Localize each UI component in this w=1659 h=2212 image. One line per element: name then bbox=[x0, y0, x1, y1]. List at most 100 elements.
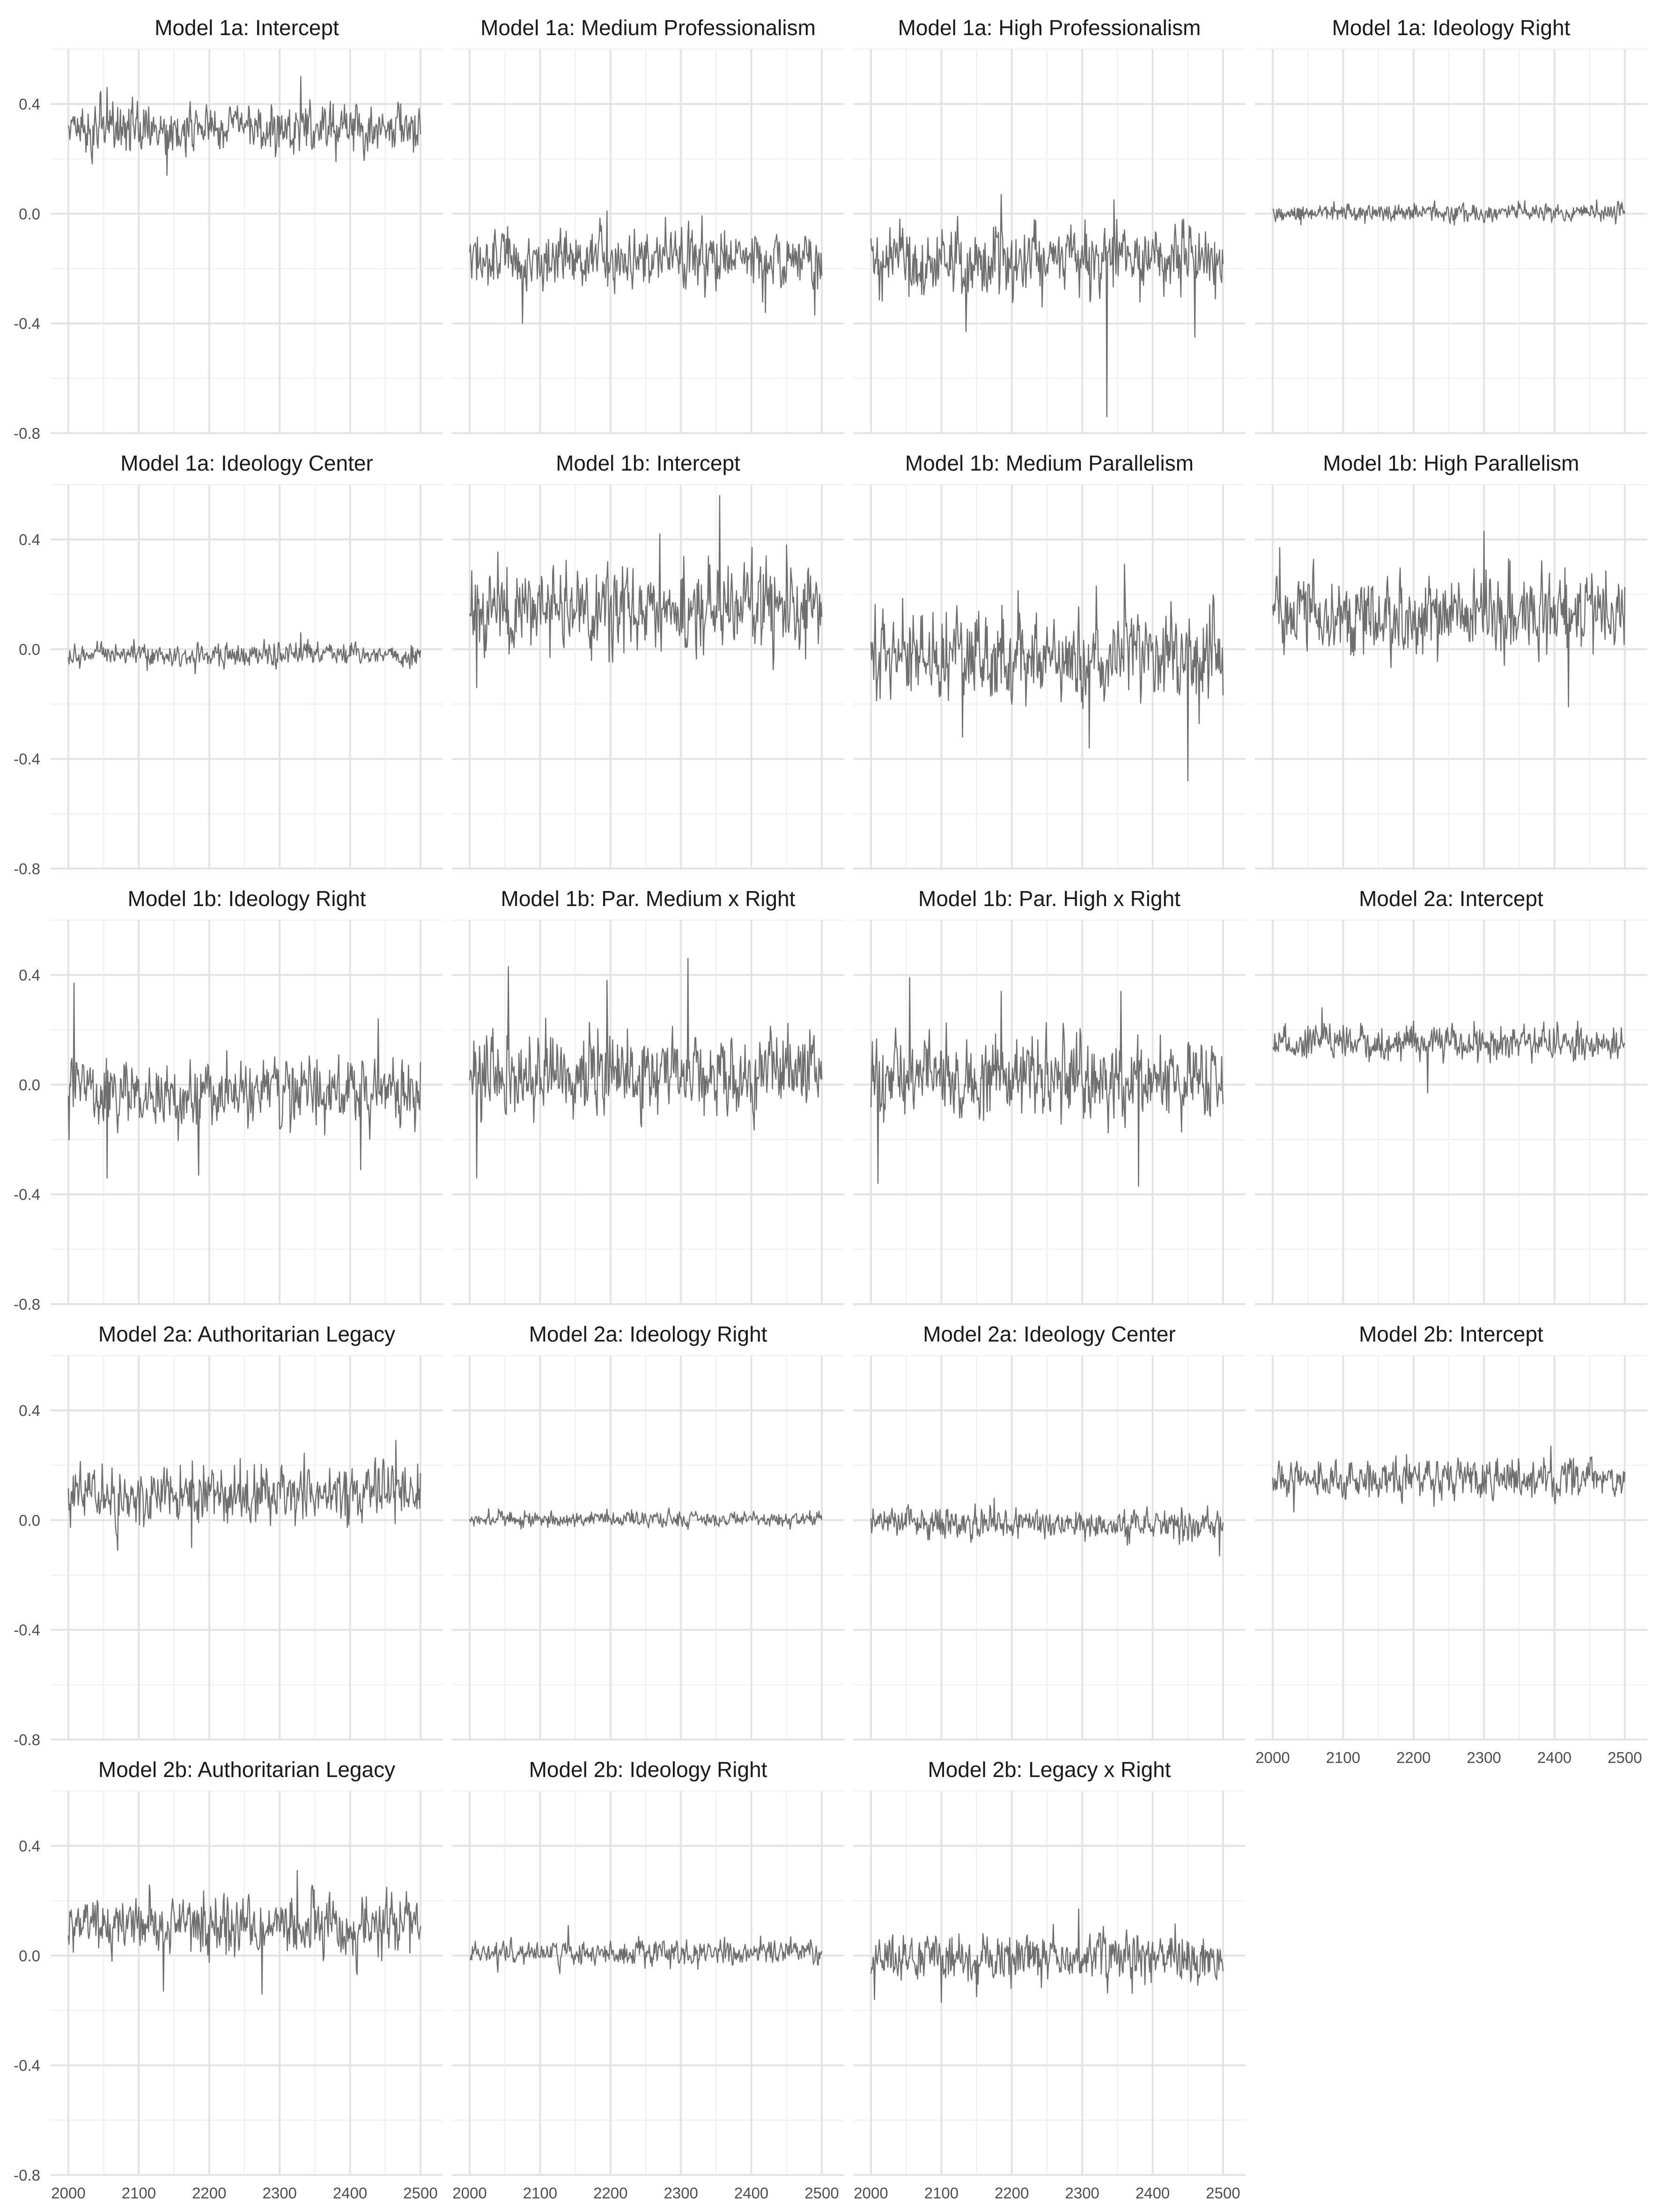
panel: Model 1a: Intercept 0.4 0.0 -0.4 -0.8 bbox=[14, 15, 443, 442]
facet-title: Model 2a: Intercept bbox=[1359, 886, 1543, 911]
facet-title: Model 2a: Authoritarian Legacy bbox=[98, 1322, 395, 1346]
facet-title: Model 2b: Legacy x Right bbox=[928, 1757, 1171, 1782]
y-tick-label: 0.0 bbox=[19, 1947, 40, 1964]
panel: Model 2b: Ideology Right 2000 2100 2200 2300… bbox=[452, 1757, 844, 2202]
x-tick-label: 2100 bbox=[924, 2184, 959, 2202]
facet-title: Model 1a: High Professionalism bbox=[898, 15, 1201, 40]
y-tick-label: -0.8 bbox=[14, 1296, 40, 1313]
y-tick-label: -0.4 bbox=[14, 2057, 40, 2074]
trace-line bbox=[470, 1924, 823, 1975]
x-tick-label: 2200 bbox=[1396, 1749, 1430, 1766]
y-tick-label: -0.8 bbox=[14, 2167, 40, 2184]
panel: Model 1a: Ideology Center 0.4 0.0 -0.4 -0.8 bbox=[14, 451, 443, 877]
y-tick-label: -0.8 bbox=[14, 860, 40, 877]
trace-line bbox=[469, 1507, 823, 1530]
x-tick-label: 2300 bbox=[1467, 1749, 1501, 1766]
panel: Model 2a: Intercept bbox=[1255, 886, 1647, 1305]
trace-line bbox=[1272, 1445, 1626, 1513]
trace-line bbox=[1272, 199, 1626, 226]
panel: Model 2b: Legacy x Right 2000 2100 2200 2300… bbox=[853, 1757, 1246, 2202]
panel: Model 2b: Intercept 2000 2100 2200 2300 2400 2… bbox=[1255, 1322, 1647, 1766]
facet-title: Model 1b: Medium Parallelism bbox=[905, 451, 1194, 475]
y-tick-label: 0.4 bbox=[19, 966, 40, 984]
x-tick-label: 2500 bbox=[1206, 2184, 1240, 2202]
panel: Model 1b: Par. Medium x Right bbox=[452, 886, 844, 1305]
trace-line bbox=[870, 1497, 1224, 1556]
x-tick-label: 2400 bbox=[333, 2184, 367, 2202]
trace-line bbox=[469, 958, 823, 1179]
facet-title: Model 1a: Ideology Center bbox=[120, 451, 373, 475]
x-tick-label: 2500 bbox=[804, 2184, 839, 2202]
facet-title: Model 1b: Intercept bbox=[556, 451, 740, 475]
x-tick-label: 2400 bbox=[1135, 2184, 1170, 2202]
trace-line bbox=[1272, 531, 1626, 708]
x-tick-label: 2500 bbox=[403, 2184, 437, 2202]
panel: Model 1b: Medium Parallelism bbox=[853, 451, 1246, 870]
facet-title: Model 2a: Ideology Right bbox=[529, 1322, 767, 1346]
facet-title: Model 2b: Intercept bbox=[1359, 1322, 1543, 1346]
trace-line bbox=[67, 1870, 421, 1995]
trace-line bbox=[67, 982, 421, 1179]
x-tick-label: 2000 bbox=[452, 2184, 487, 2202]
panel: Model 2a: Ideology Center bbox=[853, 1322, 1246, 1740]
y-tick-label: 0.4 bbox=[19, 1837, 40, 1855]
y-tick-label: 0.0 bbox=[19, 205, 40, 222]
x-tick-label: 2200 bbox=[192, 2184, 226, 2202]
y-tick-label: 0.4 bbox=[19, 1402, 40, 1419]
panel: Model 1b: Intercept bbox=[452, 451, 844, 870]
y-tick-label: -0.8 bbox=[14, 1731, 40, 1748]
facet-title: Model 1a: Ideology Right bbox=[1332, 15, 1571, 40]
panel: Model 1b: Ideology Right 0.4 0.0 -0.4 -0.8 bbox=[14, 886, 443, 1313]
y-tick-label: 0.0 bbox=[19, 641, 40, 658]
x-tick-label: 2400 bbox=[734, 2184, 768, 2202]
facet-title: Model 1b: Par. Medium x Right bbox=[501, 886, 796, 911]
panel: Model 1b: Par. High x Right bbox=[853, 886, 1246, 1305]
x-tick-label: 2000 bbox=[51, 2184, 85, 2202]
y-tick-label: 0.0 bbox=[19, 1076, 40, 1093]
facet-title: Model 2b: Authoritarian Legacy bbox=[98, 1757, 395, 1782]
panel: Model 1a: Medium Professionalism bbox=[452, 15, 844, 434]
panel: Model 2b: Authoritarian Legacy 0.4 0.0 -0.4… bbox=[14, 1757, 443, 2202]
facet-title: Model 2a: Ideology Center bbox=[923, 1322, 1176, 1346]
x-tick-label: 2000 bbox=[1255, 1749, 1290, 1766]
trace-line bbox=[870, 563, 1224, 782]
panel: Model 1a: High Professionalism bbox=[853, 15, 1246, 434]
trace-line bbox=[870, 194, 1224, 418]
x-tick-label: 2100 bbox=[1326, 1749, 1360, 1766]
trace-line bbox=[67, 1440, 421, 1551]
y-tick-label: -0.4 bbox=[14, 315, 40, 332]
y-tick-label: 0.4 bbox=[19, 531, 40, 548]
x-tick-label: 2400 bbox=[1537, 1749, 1571, 1766]
panel: Model 1a: Ideology Right bbox=[1255, 15, 1647, 434]
trace-line bbox=[469, 495, 823, 688]
y-tick-label: 0.0 bbox=[19, 1512, 40, 1529]
facet-title: Model 1b: High Parallelism bbox=[1323, 451, 1579, 475]
trace-line bbox=[67, 632, 421, 675]
y-tick-label: -0.4 bbox=[14, 751, 40, 768]
x-tick-label: 2100 bbox=[523, 2184, 557, 2202]
x-tick-label: 2500 bbox=[1607, 1749, 1642, 1766]
y-tick-label: -0.8 bbox=[14, 425, 40, 442]
trace-line bbox=[870, 1908, 1224, 2003]
facet-title: Model 1b: Ideology Right bbox=[128, 886, 366, 911]
x-tick-label: 2200 bbox=[593, 2184, 627, 2202]
facet-title: Model 1a: Medium Professionalism bbox=[480, 15, 816, 40]
x-tick-label: 2300 bbox=[1065, 2184, 1099, 2202]
x-tick-label: 2200 bbox=[995, 2184, 1029, 2202]
facet-title: Model 1a: Intercept bbox=[155, 15, 339, 40]
x-tick-label: 2100 bbox=[122, 2184, 156, 2202]
y-tick-label: -0.4 bbox=[14, 1622, 40, 1639]
x-tick-label: 2300 bbox=[262, 2184, 296, 2202]
trace-line bbox=[1272, 1007, 1626, 1094]
panel: Model 2a: Ideology Right bbox=[452, 1322, 844, 1740]
trace-line bbox=[870, 977, 1224, 1187]
panel: Model 1b: High Parallelism bbox=[1255, 451, 1647, 870]
y-tick-label: -0.4 bbox=[14, 1186, 40, 1203]
trace-line bbox=[469, 210, 823, 324]
x-tick-label: 2300 bbox=[664, 2184, 698, 2202]
trace-line bbox=[67, 76, 421, 176]
panel: Model 2a: Authoritarian Legacy 0.4 0.0 -0.4… bbox=[14, 1322, 443, 1748]
facet-title: Model 1b: Par. High x Right bbox=[918, 886, 1180, 911]
facet-title: Model 2b: Ideology Right bbox=[529, 1757, 767, 1782]
